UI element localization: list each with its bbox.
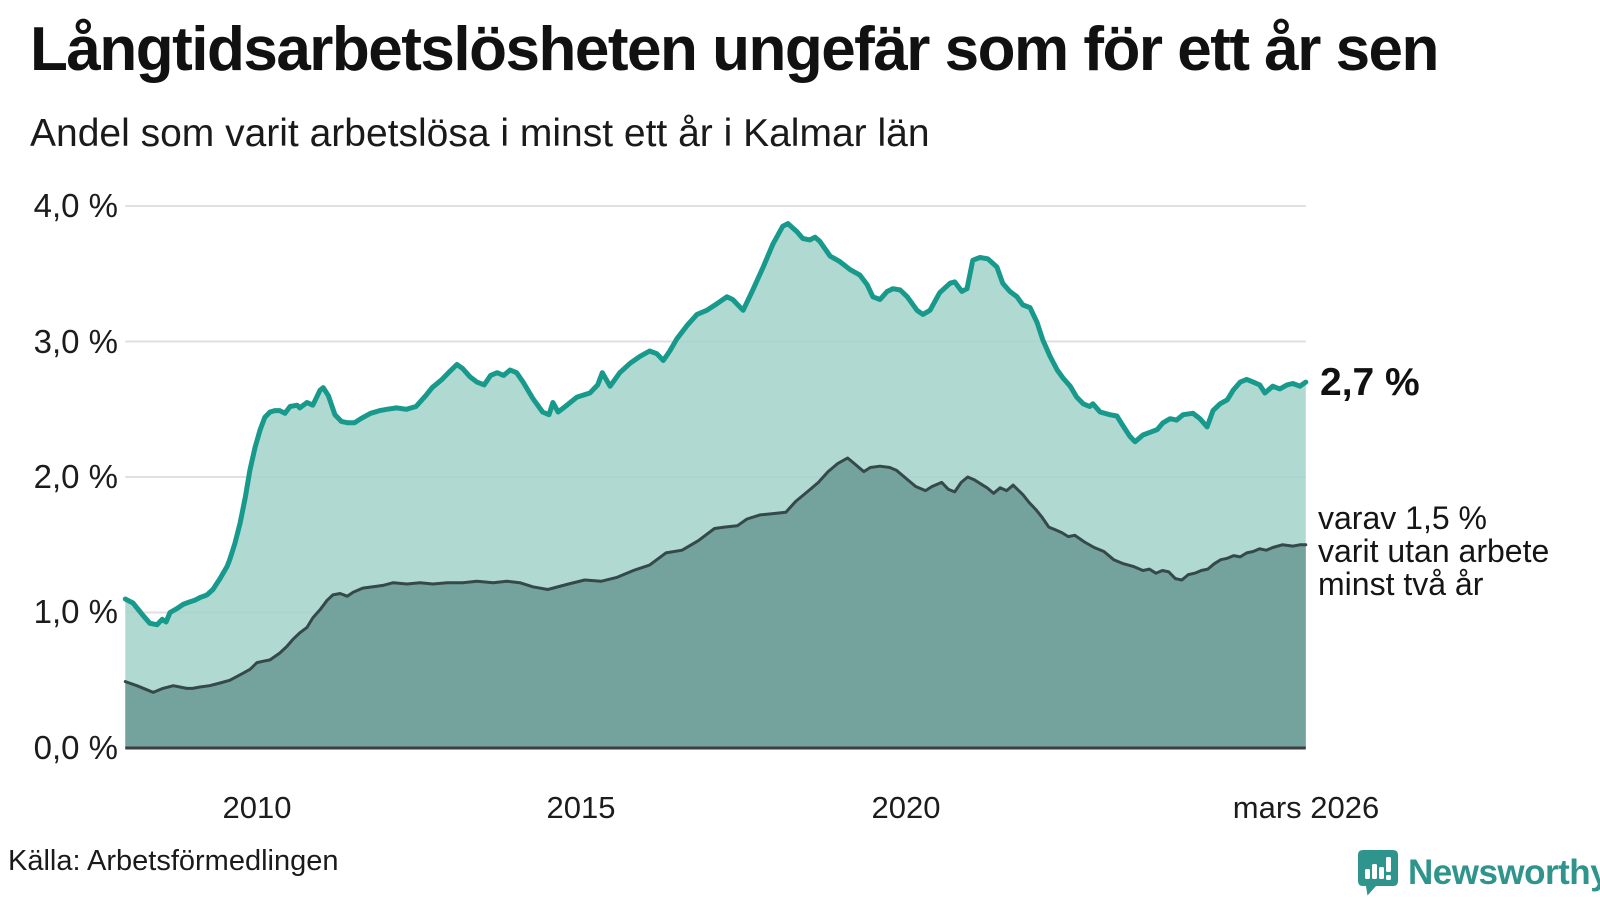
page-subtitle: Andel som varit arbetslösa i minst ett å…: [30, 112, 930, 155]
newsworthy-logo-icon: [1358, 850, 1398, 896]
page-title: Långtidsarbetslösheten ungefär som för e…: [30, 15, 1439, 84]
annotation-line-1: varav 1,5 %: [1318, 500, 1487, 536]
annotation-line-2: varit utan arbete: [1318, 533, 1550, 569]
annotation-line-3: minst två år: [1318, 566, 1484, 602]
y-tick-label-3: 3,0 %: [33, 323, 118, 360]
source-note: Källa: Arbetsförmedlingen: [8, 845, 339, 877]
y-tick-label-1: 1,0 %: [33, 593, 118, 630]
y-tick-label-2: 2,0 %: [33, 458, 118, 495]
x-tick-label-mars-2026: mars 2026: [1232, 790, 1380, 825]
x-tick-label-2015: 2015: [546, 790, 616, 825]
y-tick-label-0: 0,0 %: [33, 729, 118, 766]
x-tick-label-2020: 2020: [871, 790, 941, 825]
newsworthy-brand: Newsworthy: [1358, 850, 1600, 896]
latest-value-label: 2,7 %: [1320, 361, 1420, 404]
secondary-series-annotation: varav 1,5 % varit utan arbete minst två …: [1318, 502, 1549, 601]
x-tick-label-2010: 2010: [222, 790, 292, 825]
newsworthy-logo-text: Newsworthy: [1408, 853, 1600, 892]
y-tick-label-4: 4,0 %: [33, 187, 118, 224]
